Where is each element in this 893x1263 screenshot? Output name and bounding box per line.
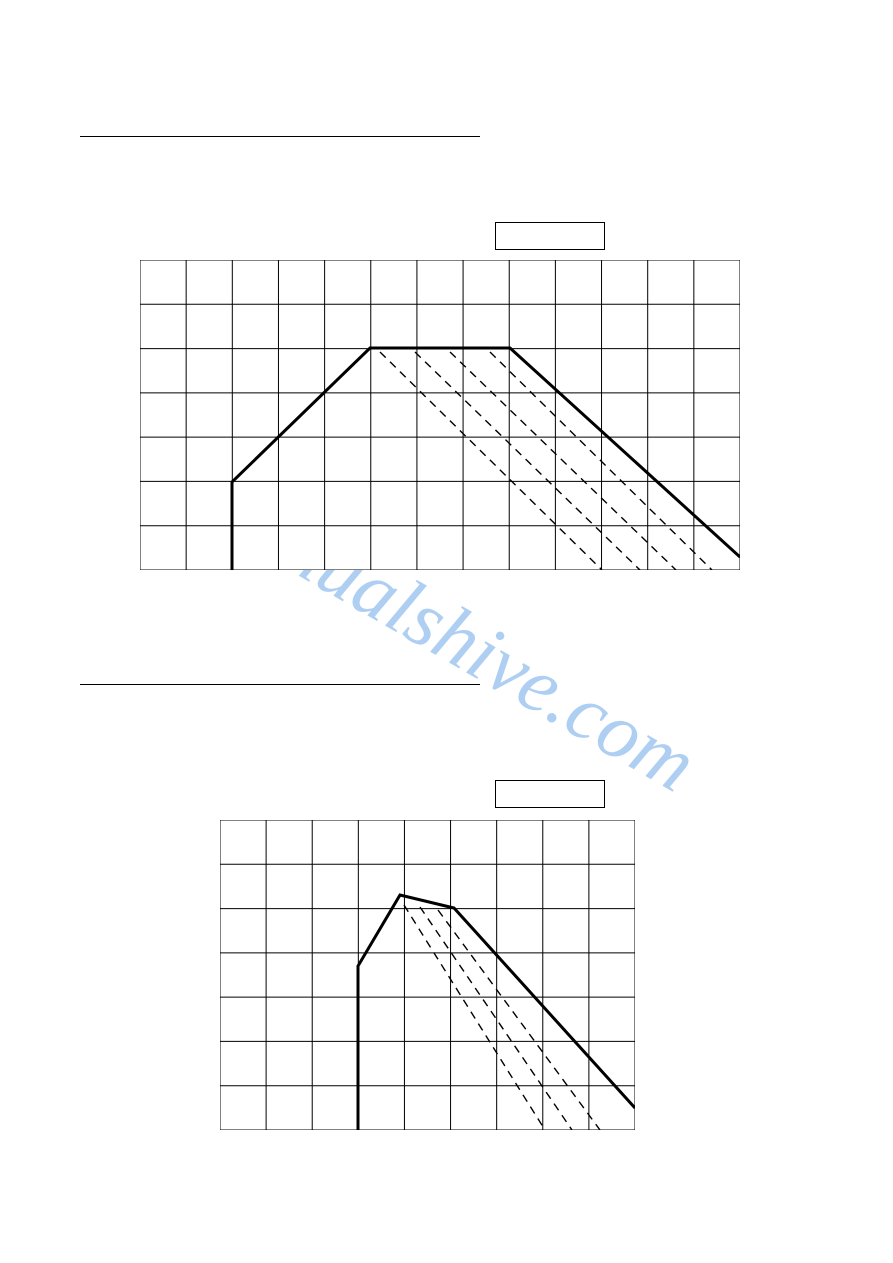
chart2-badge <box>495 780 605 808</box>
section2-title <box>80 684 480 685</box>
chart2 <box>220 820 635 1130</box>
page: manualshive.com <box>0 0 893 1263</box>
chart1 <box>140 260 740 570</box>
chart1-badge <box>495 222 605 250</box>
section1-title <box>80 136 480 137</box>
